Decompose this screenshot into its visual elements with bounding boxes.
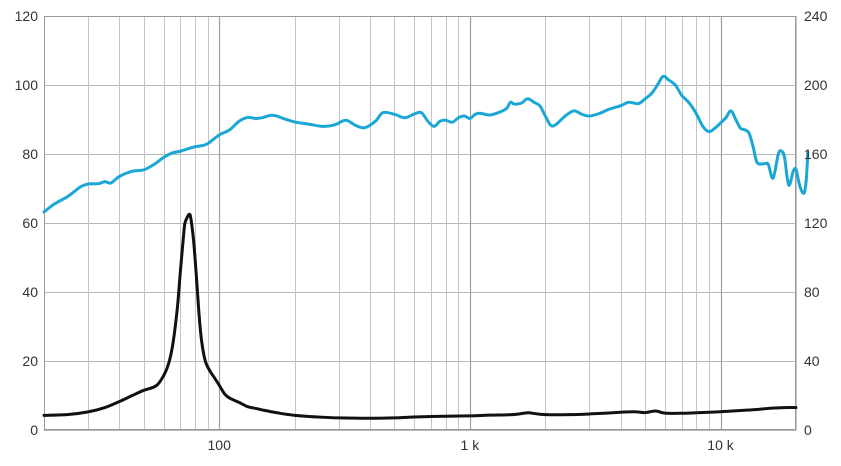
right-axis-tick-label: 0	[804, 422, 812, 438]
left-axis-tick-label: 20	[22, 353, 38, 369]
impedance-series-line	[42, 212, 798, 420]
left-axis-tick-label: 80	[22, 146, 38, 162]
right-axis-tick-label: 160	[804, 146, 828, 162]
x-axis-tick-label: 10 k	[707, 437, 734, 453]
left-axis-tick-label: 40	[22, 284, 38, 300]
tick-labels: 0 20 40 60 80 100 120 0 40 80 120 160 200 240 100 1 k 10…	[15, 8, 828, 453]
x-axis-tick-label: 100	[208, 437, 232, 453]
right-axis-tick-label: 40	[804, 353, 820, 369]
left-axis-tick-label: 100	[15, 77, 39, 93]
spl-series-line	[42, 74, 810, 214]
right-axis-tick-label: 80	[804, 284, 820, 300]
right-axis-tick-label: 120	[804, 215, 828, 231]
grid	[44, 16, 797, 431]
right-axis-tick-label: 200	[804, 77, 828, 93]
left-axis-tick-label: 120	[15, 8, 39, 24]
series-layer	[42, 74, 810, 420]
x-axis-tick-label: 1 k	[461, 437, 481, 453]
right-axis-tick-label: 240	[804, 8, 828, 24]
plot-frame	[44, 16, 796, 430]
left-axis-tick-label: 60	[22, 215, 38, 231]
left-axis-tick-label: 0	[30, 422, 38, 438]
